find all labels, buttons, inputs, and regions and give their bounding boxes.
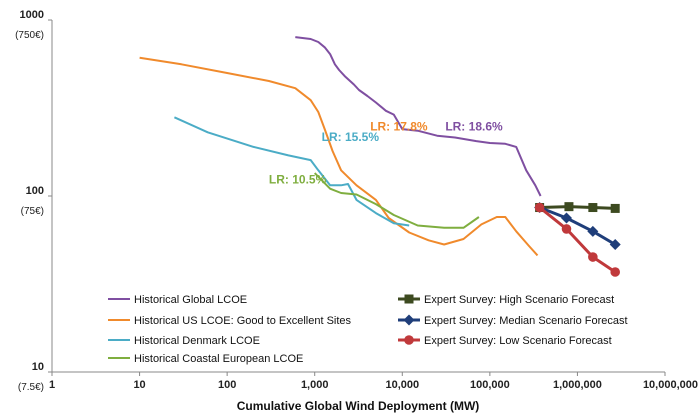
x-tick-label: 1,000,000 — [553, 379, 602, 391]
series-historical-coastal-european-lcoe — [313, 172, 480, 229]
y-tick-sublabel: (7.5€) — [18, 382, 44, 393]
legend-label: Historical Global LCOE — [134, 294, 247, 306]
data-point — [609, 239, 621, 251]
legend-marker — [404, 335, 414, 345]
data-point — [588, 203, 598, 213]
data-point — [564, 202, 574, 212]
learning-rate-label: LR: 10.5% — [269, 172, 327, 186]
legend-label: Expert Survey: Low Scenario Forecast — [424, 335, 612, 347]
x-axis-title: Cumulative Global Wind Deployment (MW) — [237, 399, 480, 413]
data-point — [587, 225, 599, 237]
series-line — [539, 206, 616, 246]
legend-label: Historical US LCOE: Good to Excellent Si… — [134, 315, 352, 327]
y-tick-label: 1000 — [20, 9, 44, 21]
series-line — [173, 116, 410, 227]
series-historical-denmark-lcoe — [173, 116, 410, 227]
series-layer — [139, 36, 621, 277]
legend: Historical Global LCOE Expert Survey: Hig… — [108, 294, 628, 365]
learning-rate-label: LR: 18.6% — [445, 120, 503, 134]
legend-item: Historical Denmark LCOE — [108, 335, 260, 347]
x-tick-label: 10,000 — [385, 379, 419, 391]
x-tick-label: 10,000,000 — [643, 379, 698, 391]
legend-label: Expert Survey: Median Scenario Forecast — [424, 315, 628, 327]
x-tick-label: 1 — [49, 379, 55, 391]
series-line — [139, 56, 539, 257]
legend-label: Historical Coastal European LCOE — [134, 353, 303, 365]
x-axis-ticks: 1 10 100 1,000 10,000 100,000 1,000,000 10,000,… — [49, 372, 698, 391]
legend-item: Historical US LCOE: Good to Excellent Si… — [108, 315, 352, 327]
learning-rate-label: LR: 17.8% — [370, 120, 428, 134]
legend-label: Expert Survey: High Scenario Forecast — [424, 294, 614, 306]
y-tick-sublabel: (750€) — [15, 30, 44, 41]
series-line — [295, 36, 542, 197]
x-tick-label: 100 — [218, 379, 236, 391]
legend-marker — [404, 294, 414, 304]
data-point — [610, 203, 620, 213]
legend-item: Expert Survey: Median Scenario Forecast — [398, 314, 628, 327]
legend-item: Historical Global LCOE — [108, 294, 247, 306]
y-tick-label: 100 — [26, 185, 44, 197]
series-historical-us-lcoe-good-to-excellent-sites — [139, 56, 539, 257]
y-tick-label: 10 — [32, 361, 44, 373]
legend-label: Historical Denmark LCOE — [134, 335, 260, 347]
annotations: LR: 15.5%LR: 17.8% LR: 18.6% LR: 10.5% — [269, 120, 503, 187]
x-tick-label: 100,000 — [470, 379, 510, 391]
series-line — [313, 172, 480, 229]
series-line — [538, 206, 617, 274]
data-point — [561, 224, 572, 234]
series-expert-survey-low-scenario-forecast — [534, 202, 621, 277]
legend-item: Expert Survey: Low Scenario Forecast — [398, 335, 612, 347]
x-tick-label: 1,000 — [301, 379, 329, 391]
legend-item: Historical Coastal European LCOE — [108, 353, 303, 365]
series-historical-global-lcoe — [295, 36, 542, 197]
data-point — [560, 212, 572, 224]
data-point — [534, 202, 545, 213]
learning-rate-label: LR: 15.5% — [322, 130, 380, 144]
y-tick-sublabel: (75€) — [21, 206, 44, 217]
legend-item: Expert Survey: High Scenario Forecast — [398, 294, 614, 306]
data-point — [588, 252, 598, 262]
series-line — [539, 205, 616, 210]
y-axis-ticks: 1000 (750€) 100 (75€) 10 (7.5€) — [15, 9, 52, 393]
x-tick-label: 10 — [133, 379, 145, 391]
legend-marker — [403, 314, 415, 326]
data-point — [610, 267, 621, 277]
